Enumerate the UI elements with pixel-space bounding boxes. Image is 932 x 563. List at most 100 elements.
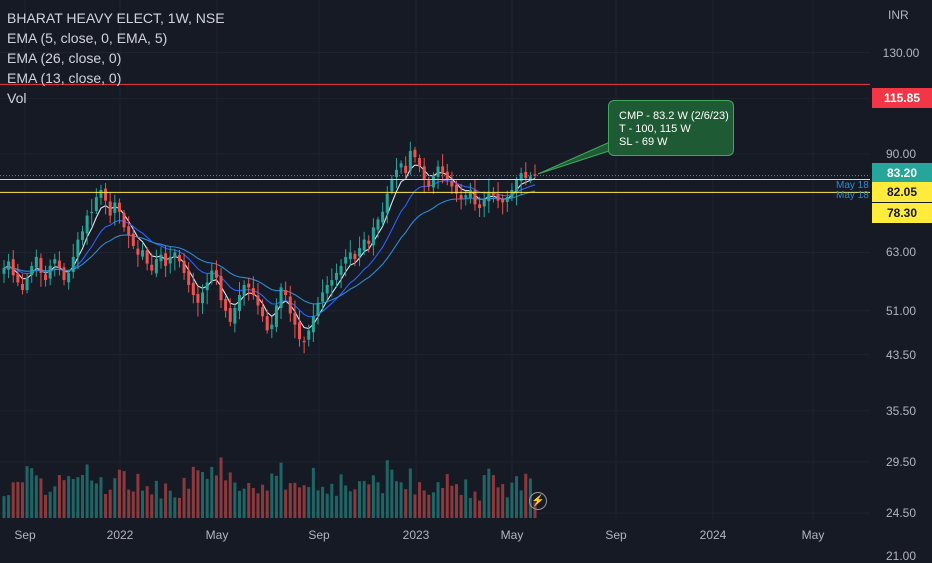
candle-body bbox=[311, 316, 315, 333]
candle-body bbox=[367, 240, 371, 244]
volume-bar bbox=[358, 481, 362, 518]
volume-bar bbox=[261, 484, 265, 518]
candlesticks bbox=[2, 141, 537, 354]
volume-bar bbox=[39, 478, 43, 518]
volume-bar bbox=[501, 484, 505, 518]
volume-bar bbox=[307, 487, 311, 518]
volume-bar bbox=[524, 473, 528, 518]
volume-bar bbox=[7, 495, 11, 518]
volume-bar bbox=[141, 490, 145, 518]
volume-bar bbox=[159, 498, 163, 518]
candle-body bbox=[136, 248, 140, 255]
candle-body bbox=[459, 195, 463, 199]
volume-bar bbox=[441, 487, 445, 518]
candle-body bbox=[358, 248, 362, 257]
volume-bar bbox=[288, 483, 292, 518]
volume-bar bbox=[339, 474, 343, 518]
candle-body bbox=[385, 193, 389, 213]
volume-bar bbox=[482, 475, 486, 518]
candle-body bbox=[293, 312, 297, 325]
volume-bar bbox=[321, 486, 325, 518]
volume-bar bbox=[436, 482, 440, 518]
candle-body bbox=[127, 226, 131, 236]
ema-26-label[interactable]: EMA (26, close, 0) bbox=[7, 50, 122, 66]
price-chart[interactable] bbox=[0, 0, 932, 550]
volume-bar bbox=[16, 481, 20, 518]
candle-body bbox=[20, 283, 24, 290]
ema-5-label[interactable]: EMA (5, close, 0, EMA, 5) bbox=[7, 30, 168, 46]
volume-bar bbox=[80, 474, 84, 518]
volume-bar bbox=[76, 477, 80, 518]
volume-label[interactable]: Vol bbox=[7, 90, 27, 106]
volume-bar bbox=[334, 495, 338, 518]
candle-body bbox=[487, 191, 491, 202]
volume-bar bbox=[367, 484, 371, 518]
callout-target: T - 100, 115 W bbox=[619, 123, 691, 135]
candle-body bbox=[334, 272, 338, 280]
candle-body bbox=[496, 194, 500, 201]
volume-bar bbox=[182, 477, 186, 518]
x-tick-label: May bbox=[500, 528, 524, 542]
volume-bar bbox=[431, 492, 435, 518]
volume-bar bbox=[515, 476, 519, 518]
volume-bar bbox=[177, 497, 181, 518]
volume-bar bbox=[131, 491, 135, 518]
volume-bar bbox=[104, 494, 108, 518]
volume-bar bbox=[122, 471, 126, 518]
trade-callout[interactable]: CMP - 83.2 W (2/6/23) T - 100, 115 W SL … bbox=[608, 100, 734, 156]
symbol-title[interactable]: BHARAT HEAVY ELECT, 1W, NSE bbox=[7, 10, 225, 26]
candle-body bbox=[265, 316, 269, 331]
volume-bar bbox=[316, 490, 320, 518]
candle-body bbox=[321, 292, 325, 302]
volume-bar bbox=[214, 475, 218, 518]
volume-bar bbox=[330, 483, 334, 518]
candle-body bbox=[7, 261, 11, 270]
candle-body bbox=[533, 174, 537, 176]
volume-bar bbox=[154, 480, 158, 518]
callout-pointer bbox=[537, 141, 613, 175]
candle-body bbox=[473, 190, 477, 205]
volume-bar bbox=[191, 466, 195, 518]
volume-bar bbox=[251, 488, 255, 518]
volume-bar bbox=[150, 494, 154, 518]
y-tick-label: 43.50 bbox=[885, 347, 917, 362]
volume-bar bbox=[196, 470, 200, 518]
volume-bar bbox=[445, 474, 449, 518]
candle-body bbox=[71, 256, 75, 273]
volume-bar bbox=[30, 468, 34, 518]
candle-body bbox=[274, 305, 278, 327]
volume-bar bbox=[344, 485, 348, 518]
candle-body bbox=[214, 270, 218, 278]
candle-body bbox=[57, 260, 61, 269]
y-tick-label: 90.00 bbox=[885, 147, 917, 161]
candle-body bbox=[302, 340, 306, 343]
candle-body bbox=[325, 284, 329, 294]
bolt-icon[interactable]: ⚡ bbox=[529, 492, 547, 510]
candle-body bbox=[219, 276, 223, 301]
candle-body bbox=[164, 253, 168, 266]
volume-bar bbox=[279, 462, 283, 518]
horizontal-levels bbox=[0, 83, 870, 193]
candle-body bbox=[270, 324, 274, 330]
candle-body bbox=[284, 290, 288, 295]
candle-body bbox=[413, 149, 417, 158]
candle-body bbox=[468, 189, 472, 198]
currency-label[interactable]: INR bbox=[888, 8, 909, 22]
volume-bar bbox=[201, 471, 205, 518]
x-tick-label: May bbox=[205, 528, 229, 542]
volume-bar bbox=[210, 466, 214, 518]
y-tick-label: 24.50 bbox=[885, 506, 917, 521]
x-tick-label: May bbox=[801, 528, 825, 542]
candle-body bbox=[339, 265, 343, 275]
ema-13-label[interactable]: EMA (13, close, 0) bbox=[7, 70, 122, 86]
candle-body bbox=[505, 197, 509, 202]
volume-bar bbox=[265, 490, 269, 518]
resistance-price-tag: 115.85 bbox=[872, 88, 932, 108]
candle-body bbox=[30, 265, 34, 276]
candle-body bbox=[247, 283, 251, 288]
lower-level-price-tag: 78.30 bbox=[872, 203, 932, 223]
candle-body bbox=[99, 189, 103, 198]
candle-body bbox=[187, 270, 191, 285]
candle-body bbox=[16, 273, 20, 283]
candle-body bbox=[256, 295, 260, 306]
